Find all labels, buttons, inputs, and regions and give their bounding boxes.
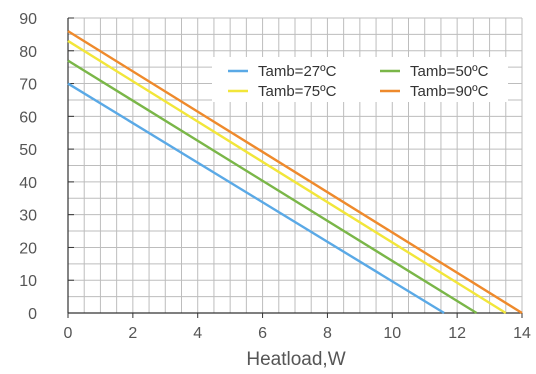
x-tick-label: 10 bbox=[383, 325, 401, 342]
x-tick-label: 6 bbox=[258, 325, 267, 342]
tick-labels: 0 10 20 30 40 50 60 70 80 90 0 2 4 6 8 10 12 14 bbox=[19, 11, 531, 342]
series-line-3 bbox=[67, 30, 523, 315]
y-tick-label: 20 bbox=[19, 240, 37, 257]
x-tick-label: 8 bbox=[323, 325, 332, 342]
y-tick-label: 50 bbox=[19, 142, 37, 159]
y-tick-label: 70 bbox=[19, 77, 37, 94]
y-tick-label: 10 bbox=[19, 273, 37, 290]
legend-label: Tamb=50ºC bbox=[410, 63, 489, 80]
legend-label: Tamb=75ºC bbox=[258, 83, 337, 100]
legend-label: Tamb=27ºC bbox=[258, 63, 337, 80]
x-tick-label: 4 bbox=[193, 325, 202, 342]
legend: Tamb=27ºC Tamb=50ºC Tamb=75ºC Tamb=90ºC bbox=[228, 63, 489, 100]
y-tick-label: 80 bbox=[19, 44, 37, 61]
x-tick-label: 0 bbox=[64, 325, 73, 342]
legend-label: Tamb=90ºC bbox=[410, 83, 489, 100]
y-tick-label: 60 bbox=[19, 109, 37, 126]
x-tick-label: 2 bbox=[128, 325, 137, 342]
y-tick-label: 0 bbox=[28, 306, 37, 323]
x-axis-title: Heatload,W bbox=[246, 349, 345, 370]
x-tick-label: 14 bbox=[513, 325, 531, 342]
y-tick-label: 30 bbox=[19, 208, 37, 225]
legend-box bbox=[212, 57, 508, 102]
series-line-2 bbox=[67, 39, 507, 315]
x-tick-label: 12 bbox=[448, 325, 466, 342]
y-tick-label: 90 bbox=[19, 11, 37, 28]
series-line-0 bbox=[67, 82, 445, 315]
y-tick-label: 40 bbox=[19, 175, 37, 192]
axes bbox=[67, 17, 523, 318]
series-lines bbox=[67, 30, 523, 315]
series-line-1 bbox=[67, 59, 478, 315]
